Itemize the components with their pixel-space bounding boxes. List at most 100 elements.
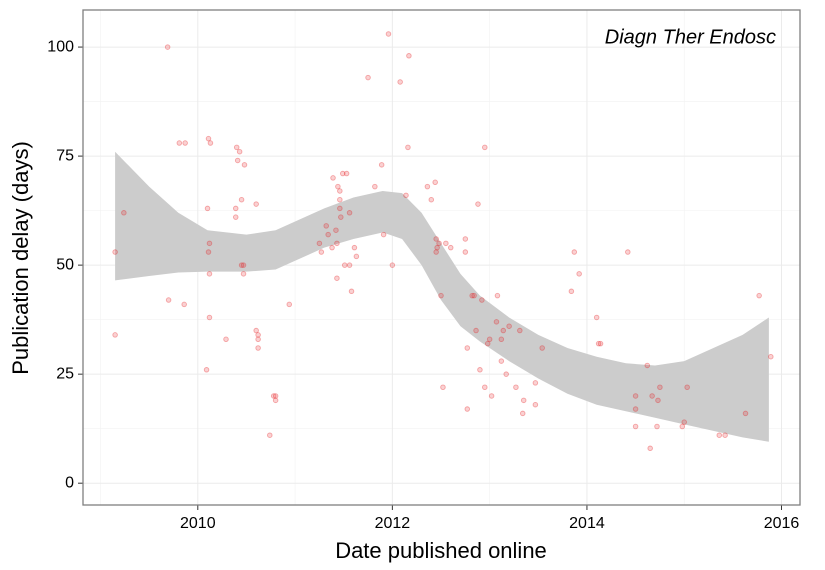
point (464, 406, 471, 412)
point (255, 345, 261, 351)
point (513, 384, 519, 390)
point (385, 31, 392, 37)
point (517, 327, 523, 334)
point (424, 183, 431, 190)
point (684, 384, 690, 390)
point (722, 432, 728, 438)
point (316, 240, 323, 247)
annotation: Diagn Ther Endosc (605, 26, 776, 48)
point (232, 205, 239, 212)
point (506, 323, 512, 329)
point (436, 240, 442, 247)
point (203, 367, 210, 373)
point (121, 210, 127, 216)
point (181, 301, 187, 308)
y-axis-title: Publication delay (days) (8, 141, 33, 375)
point (253, 327, 259, 334)
point (337, 188, 343, 194)
point (716, 432, 723, 438)
y-tick-label: 75 (56, 147, 74, 164)
point (655, 397, 661, 404)
point (520, 397, 527, 404)
point (477, 367, 483, 373)
point (333, 227, 339, 233)
point (433, 249, 439, 255)
point (340, 170, 346, 177)
point (380, 231, 387, 238)
point (742, 410, 749, 417)
point (498, 336, 505, 343)
point (397, 79, 403, 85)
point (240, 271, 247, 277)
point (443, 240, 449, 247)
point (207, 140, 214, 146)
point (238, 196, 245, 203)
point (334, 240, 340, 247)
point (335, 183, 341, 190)
y-tick-label: 50 (56, 256, 74, 273)
point (182, 140, 188, 146)
x-tick-label: 2016 (764, 515, 800, 532)
point (488, 393, 495, 399)
point (234, 157, 241, 164)
point (233, 144, 240, 151)
point (337, 205, 343, 212)
point (337, 196, 343, 203)
point (503, 371, 509, 377)
point (593, 314, 600, 321)
point (649, 393, 655, 399)
point (204, 205, 211, 212)
point (486, 336, 493, 343)
point (473, 327, 479, 334)
panel-border (82, 9, 801, 506)
point (428, 196, 435, 203)
point (482, 144, 488, 151)
point (681, 419, 687, 425)
point (365, 74, 371, 81)
point (112, 249, 118, 255)
x-axis-title: Date published online (335, 538, 547, 563)
point (255, 332, 261, 338)
point (469, 292, 475, 299)
point (206, 314, 213, 321)
point (236, 148, 243, 155)
point (286, 301, 292, 308)
point (438, 292, 444, 299)
point (440, 384, 446, 390)
point (112, 332, 118, 338)
point (571, 249, 578, 255)
point (176, 140, 183, 146)
point (318, 249, 325, 255)
x-tick-label: 2014 (569, 515, 605, 532)
point (568, 288, 575, 295)
point (462, 236, 469, 242)
y-tick-label: 25 (56, 365, 74, 382)
point (223, 336, 229, 343)
point (532, 380, 539, 386)
point (267, 432, 273, 438)
point (346, 262, 353, 268)
point (654, 423, 660, 430)
point (519, 410, 526, 417)
point (348, 288, 355, 295)
point (206, 240, 213, 247)
point (378, 162, 385, 168)
point (644, 362, 651, 369)
point (625, 249, 631, 255)
point (372, 183, 378, 190)
point (238, 262, 245, 268)
point (498, 358, 505, 364)
y-tick-label: 0 (65, 474, 74, 491)
point (471, 292, 477, 299)
point (241, 162, 248, 168)
point (338, 214, 344, 220)
point (406, 53, 412, 59)
point (343, 170, 350, 177)
point (403, 192, 409, 199)
point (482, 384, 488, 390)
point (494, 292, 501, 299)
point (329, 244, 335, 251)
point (484, 340, 491, 347)
point (351, 244, 358, 251)
